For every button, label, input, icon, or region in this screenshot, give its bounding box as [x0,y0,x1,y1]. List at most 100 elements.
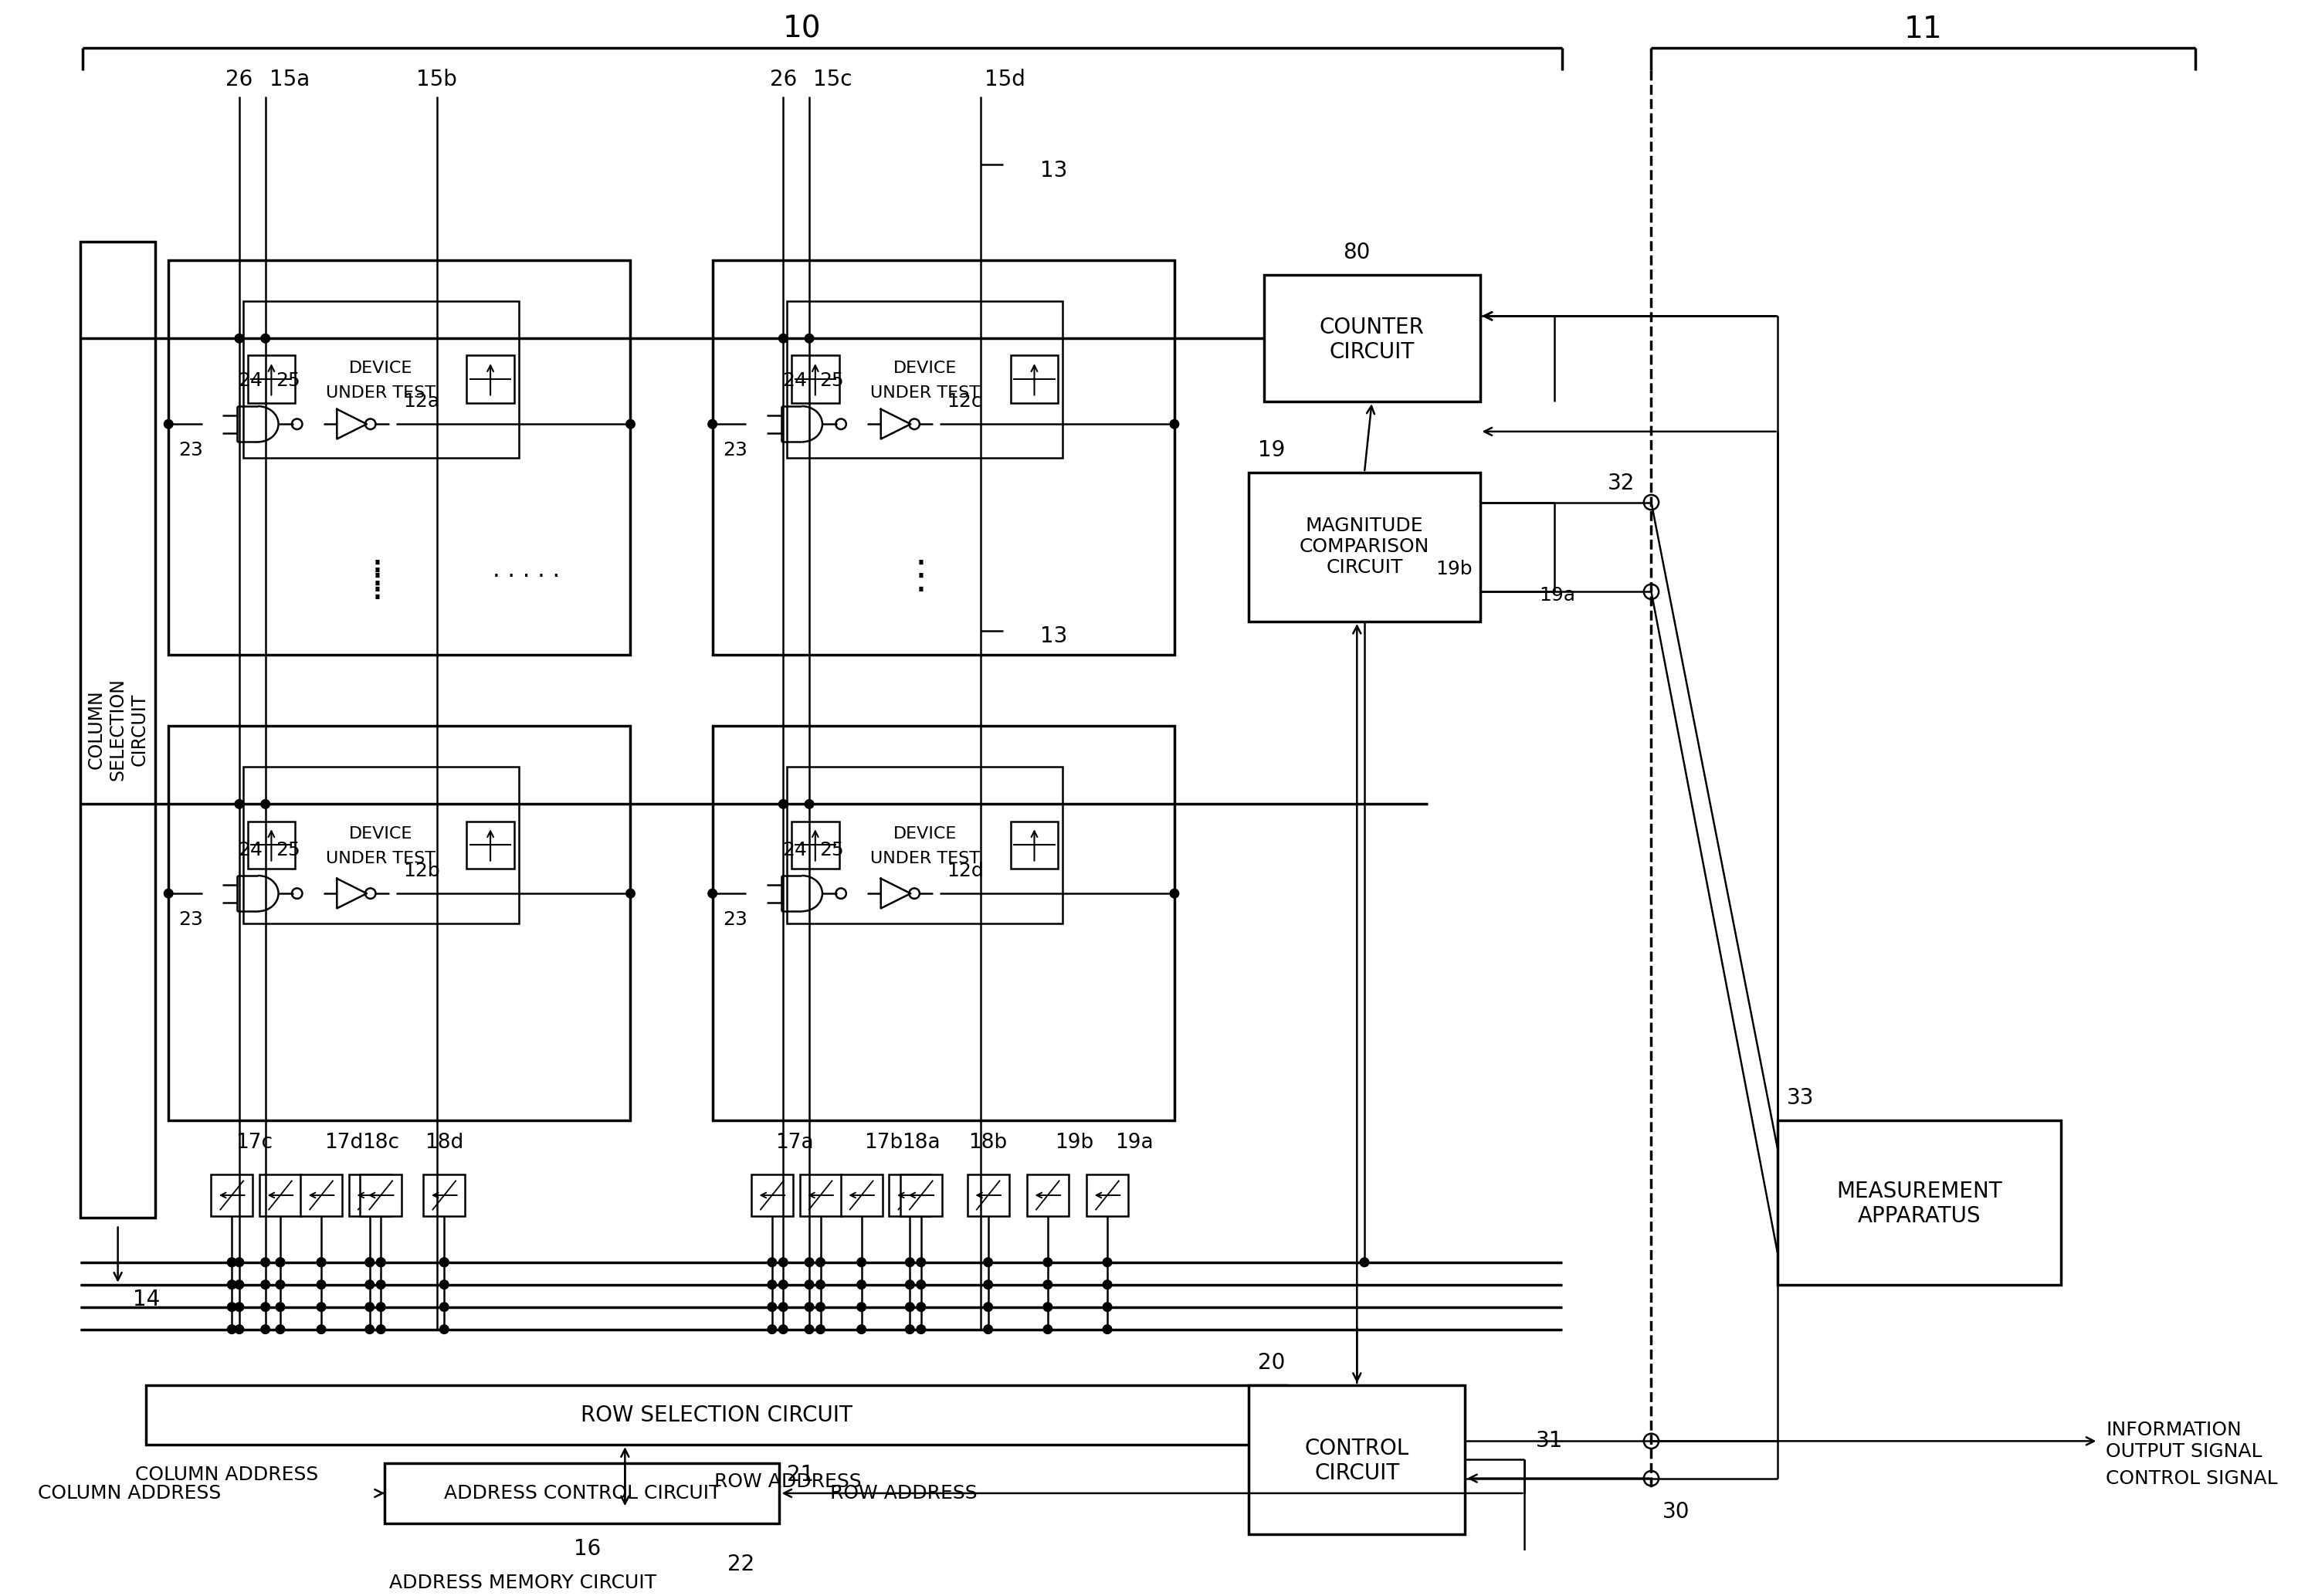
Bar [786,302,1062,458]
Text: 23: 23 [179,910,202,929]
Bar [168,260,630,654]
Circle shape [984,1258,993,1267]
Text: 19a: 19a [1115,1133,1154,1152]
Circle shape [857,1302,866,1312]
Circle shape [768,1302,777,1312]
Text: COMPARISON: COMPARISON [1298,538,1429,557]
Circle shape [377,1258,386,1267]
Bar [791,356,839,404]
Circle shape [317,1280,326,1290]
Text: 15d: 15d [984,69,1025,91]
Text: APPARATUS: APPARATUS [1857,1205,1981,1227]
Text: 18a: 18a [901,1133,940,1152]
Circle shape [163,889,172,899]
Circle shape [365,1258,375,1267]
Circle shape [779,1280,788,1290]
Circle shape [917,1302,926,1312]
Text: 33: 33 [1786,1087,1813,1109]
Circle shape [917,1280,926,1290]
Bar [1248,472,1480,621]
Circle shape [857,1325,866,1334]
Bar [384,1464,779,1523]
Circle shape [439,1258,448,1267]
Text: 31: 31 [1535,1430,1563,1452]
Bar [1248,1385,1466,1534]
Circle shape [377,1302,386,1312]
Circle shape [1103,1280,1112,1290]
Circle shape [804,1258,813,1267]
Circle shape [816,1325,825,1334]
Circle shape [377,1325,386,1334]
Text: 17c: 17c [237,1133,273,1152]
Circle shape [276,1325,285,1334]
Text: 23: 23 [722,440,747,460]
Text: ADDRESS CONTROL CIRCUIT: ADDRESS CONTROL CIRCUIT [444,1484,722,1502]
Circle shape [1103,1325,1112,1334]
Circle shape [816,1280,825,1290]
Circle shape [228,1258,237,1267]
Text: 20: 20 [1257,1352,1285,1374]
Bar [244,766,519,922]
Text: 10: 10 [784,14,820,43]
Bar [168,726,630,1120]
Circle shape [905,1258,915,1267]
Text: ADDRESS MEMORY CIRCUIT: ADDRESS MEMORY CIRCUIT [388,1574,655,1591]
Circle shape [984,1302,993,1312]
Circle shape [857,1258,866,1267]
Circle shape [365,1280,375,1290]
Bar [1011,822,1057,868]
Circle shape [816,1302,825,1312]
Text: COUNTER: COUNTER [1319,316,1425,338]
Bar [423,1175,464,1216]
Circle shape [262,334,269,343]
Bar [466,822,515,868]
Circle shape [708,889,717,899]
Text: 23: 23 [722,910,747,929]
Text: 11: 11 [1905,14,1942,43]
Text: 12b: 12b [402,862,441,881]
Bar [211,1175,253,1216]
Text: MAGNITUDE: MAGNITUDE [1305,517,1422,535]
Text: 12a: 12a [402,393,439,412]
Text: ⋮: ⋮ [901,559,940,595]
Circle shape [365,1258,375,1267]
Text: ROW ADDRESS: ROW ADDRESS [830,1484,977,1502]
Text: 15c: 15c [813,69,853,91]
Bar [244,302,519,458]
Circle shape [1043,1258,1052,1267]
Text: · · · · ·: · · · · · [492,565,561,587]
Circle shape [1170,889,1179,899]
Circle shape [377,1258,386,1267]
Circle shape [1103,1302,1112,1312]
Circle shape [276,1258,285,1267]
Text: 17a: 17a [774,1133,813,1152]
Circle shape [905,1325,915,1334]
Circle shape [228,1280,237,1290]
Text: 19a: 19a [1540,586,1576,605]
Circle shape [1360,1258,1370,1267]
Text: 23: 23 [179,440,202,460]
Circle shape [625,889,634,899]
Text: ROW ADDRESS: ROW ADDRESS [715,1473,862,1491]
Circle shape [262,1302,269,1312]
Text: 12d: 12d [947,862,984,881]
Text: 18d: 18d [425,1133,464,1152]
Circle shape [262,800,269,809]
Bar [361,1175,402,1216]
Circle shape [984,1325,993,1334]
Circle shape [804,334,813,343]
Text: UNDER TEST: UNDER TEST [326,851,437,867]
Text: 13: 13 [1041,160,1069,182]
Text: UNDER TEST: UNDER TEST [326,385,437,401]
Circle shape [804,1325,813,1334]
Text: ⋮: ⋮ [358,565,398,603]
Bar [80,241,154,1218]
Circle shape [317,1258,326,1267]
Text: 15a: 15a [269,69,310,91]
Text: 25: 25 [276,841,301,860]
Text: 24: 24 [239,841,262,860]
Text: 25: 25 [820,841,843,860]
Text: 24: 24 [239,372,262,389]
Bar [260,1175,301,1216]
Circle shape [857,1280,866,1290]
